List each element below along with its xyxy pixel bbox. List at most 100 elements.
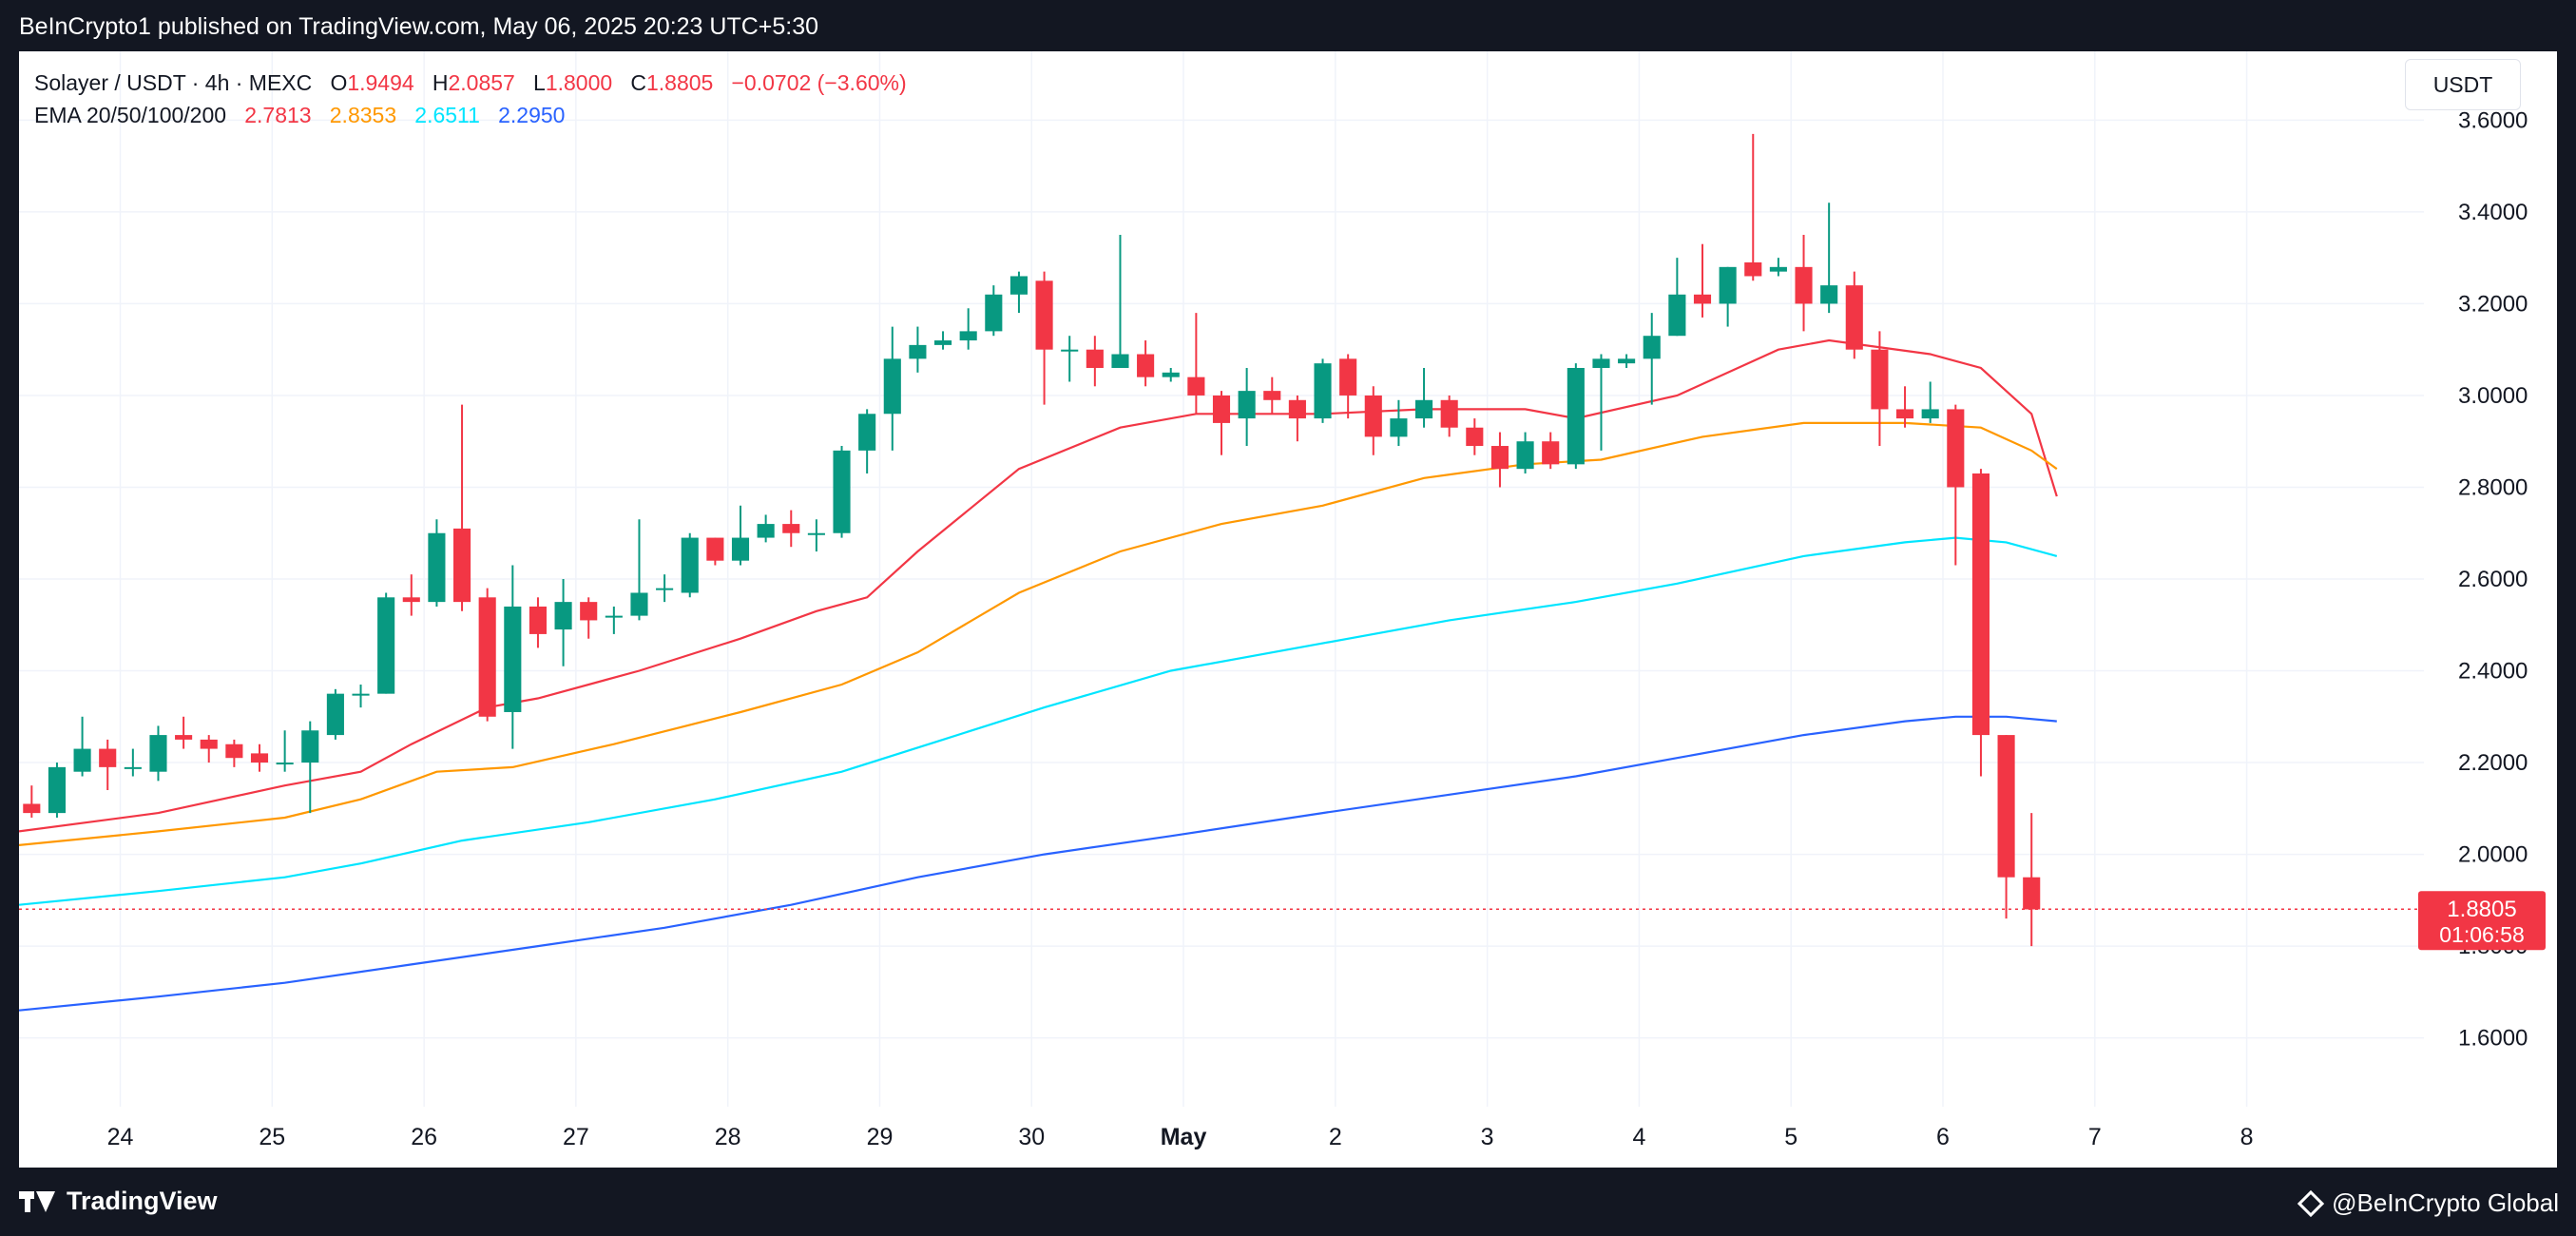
candle	[48, 763, 67, 818]
publish-header: BeInCrypto1 published on TradingView.com…	[0, 0, 2576, 51]
candle	[1921, 381, 1939, 423]
candle-body	[276, 763, 294, 765]
candle	[504, 565, 522, 749]
candle	[706, 537, 724, 566]
candle-body	[326, 693, 344, 736]
ema-lines	[19, 338, 2058, 1012]
candle-body	[1744, 262, 1762, 277]
candle	[1137, 340, 1155, 387]
candle	[858, 409, 876, 473]
candle	[1212, 391, 1231, 455]
x-tick-label: 25	[259, 1124, 285, 1150]
price-axis-panel	[2424, 51, 2557, 1168]
candle-body	[1592, 358, 1610, 368]
ema-line-ema200	[19, 715, 2057, 1012]
candle-body	[402, 597, 420, 603]
candle-body	[833, 450, 851, 533]
candle-body	[504, 606, 522, 712]
candle	[301, 721, 319, 814]
candle-body	[478, 597, 496, 717]
ema-line-ema50	[19, 421, 2058, 846]
candle	[1618, 354, 1636, 368]
candle-body	[1440, 399, 1458, 428]
tradingview-logo[interactable]: TradingView	[19, 1187, 218, 1216]
candle	[1414, 368, 1433, 428]
candle	[1238, 368, 1256, 447]
candle-body	[1845, 285, 1863, 350]
candle-body	[1895, 409, 1914, 419]
candle-body	[1769, 266, 1787, 272]
ohlc-row: Solayer / USDT · 4h · MEXC O1.9494 H2.08…	[34, 67, 907, 99]
candle-body	[225, 744, 243, 759]
time-axis: 24 25 26 27 28 29 30 May 2 3 4 5 6 7 8	[19, 1107, 2557, 1168]
candle	[1390, 399, 1408, 447]
candle	[1947, 404, 1965, 566]
candle-body	[1414, 399, 1433, 419]
candlestick-chart[interactable]: 1.6000 1.8000 2.0000 2.2000 2.4000 2.6000 2.80…	[19, 51, 2557, 1168]
ema-line-ema100	[19, 536, 2058, 906]
ema-row: EMA 20/50/100/200 2.7813 2.8353 2.6511 2…	[34, 99, 907, 131]
candle-body	[250, 753, 269, 763]
chart-area[interactable]: 1.6000 1.8000 2.0000 2.2000 2.4000 2.6000 2.80…	[19, 51, 2557, 1168]
symbol-label[interactable]: Solayer / USDT · 4h · MEXC	[34, 70, 313, 95]
candle	[1490, 432, 1509, 488]
x-tick-label: 7	[2088, 1124, 2102, 1150]
candle-body	[909, 344, 927, 359]
price-axis: 1.60001.80002.00002.20002.40002.60002.80…	[2424, 51, 2557, 1168]
y-tick-label: 2.4000	[2458, 659, 2528, 685]
y-tick-label: 3.2000	[2458, 291, 2528, 317]
candle-body	[1339, 358, 1357, 396]
candle	[605, 606, 623, 634]
candle	[402, 574, 420, 616]
candle-body	[883, 358, 901, 415]
candle-body	[782, 524, 800, 533]
candle	[250, 744, 269, 772]
candle-body	[807, 532, 825, 535]
candle	[757, 514, 775, 543]
ema-label[interactable]: EMA 20/50/100/200	[34, 103, 227, 127]
candle	[1111, 235, 1129, 368]
candle	[1895, 386, 1914, 428]
candle-body	[23, 803, 41, 814]
footer-bar: TradingView @BeInCrypto Global	[0, 1168, 2576, 1236]
candle	[1542, 432, 1560, 470]
candle	[1364, 386, 1382, 455]
currency-button[interactable]: USDT	[2405, 59, 2521, 110]
candle	[1339, 354, 1357, 419]
candle-body	[630, 592, 648, 616]
candle-body	[1137, 354, 1155, 377]
candle	[1567, 363, 1585, 470]
candle	[1440, 395, 1458, 437]
candle-body	[681, 537, 699, 593]
candle-body	[149, 735, 167, 772]
y-tick-label: 1.6000	[2458, 1026, 2528, 1052]
candle	[124, 748, 142, 777]
brand-credit: @BeInCrypto Global	[2297, 1188, 2559, 1218]
candle-body	[1009, 276, 1028, 295]
ema-line-ema20	[19, 338, 2058, 833]
candle	[656, 574, 674, 603]
x-tick-label: 24	[107, 1124, 134, 1150]
candle	[200, 735, 218, 763]
candle-body	[1921, 409, 1939, 419]
candle-body	[1871, 349, 1889, 410]
close-label: C	[630, 70, 646, 95]
candle	[1009, 271, 1028, 314]
candle-body	[1971, 473, 1990, 736]
x-tick-label: 29	[867, 1124, 894, 1150]
price-tag-value: 1.8805	[2447, 897, 2516, 922]
candle	[1845, 271, 1863, 359]
currency-label: USDT	[2432, 71, 2493, 97]
candle	[630, 519, 648, 621]
candle-body	[985, 294, 1003, 332]
candle	[1997, 735, 2015, 919]
ema200-value: 2.2950	[498, 103, 566, 127]
x-tick-label: 28	[715, 1124, 741, 1150]
candle	[1516, 432, 1534, 473]
candle	[782, 510, 800, 548]
candle	[1871, 331, 1889, 447]
candle	[352, 685, 370, 708]
ema20-value: 2.7813	[244, 103, 312, 127]
candle-body	[1466, 427, 1484, 447]
brand-label: @BeInCrypto Global	[2332, 1188, 2559, 1217]
